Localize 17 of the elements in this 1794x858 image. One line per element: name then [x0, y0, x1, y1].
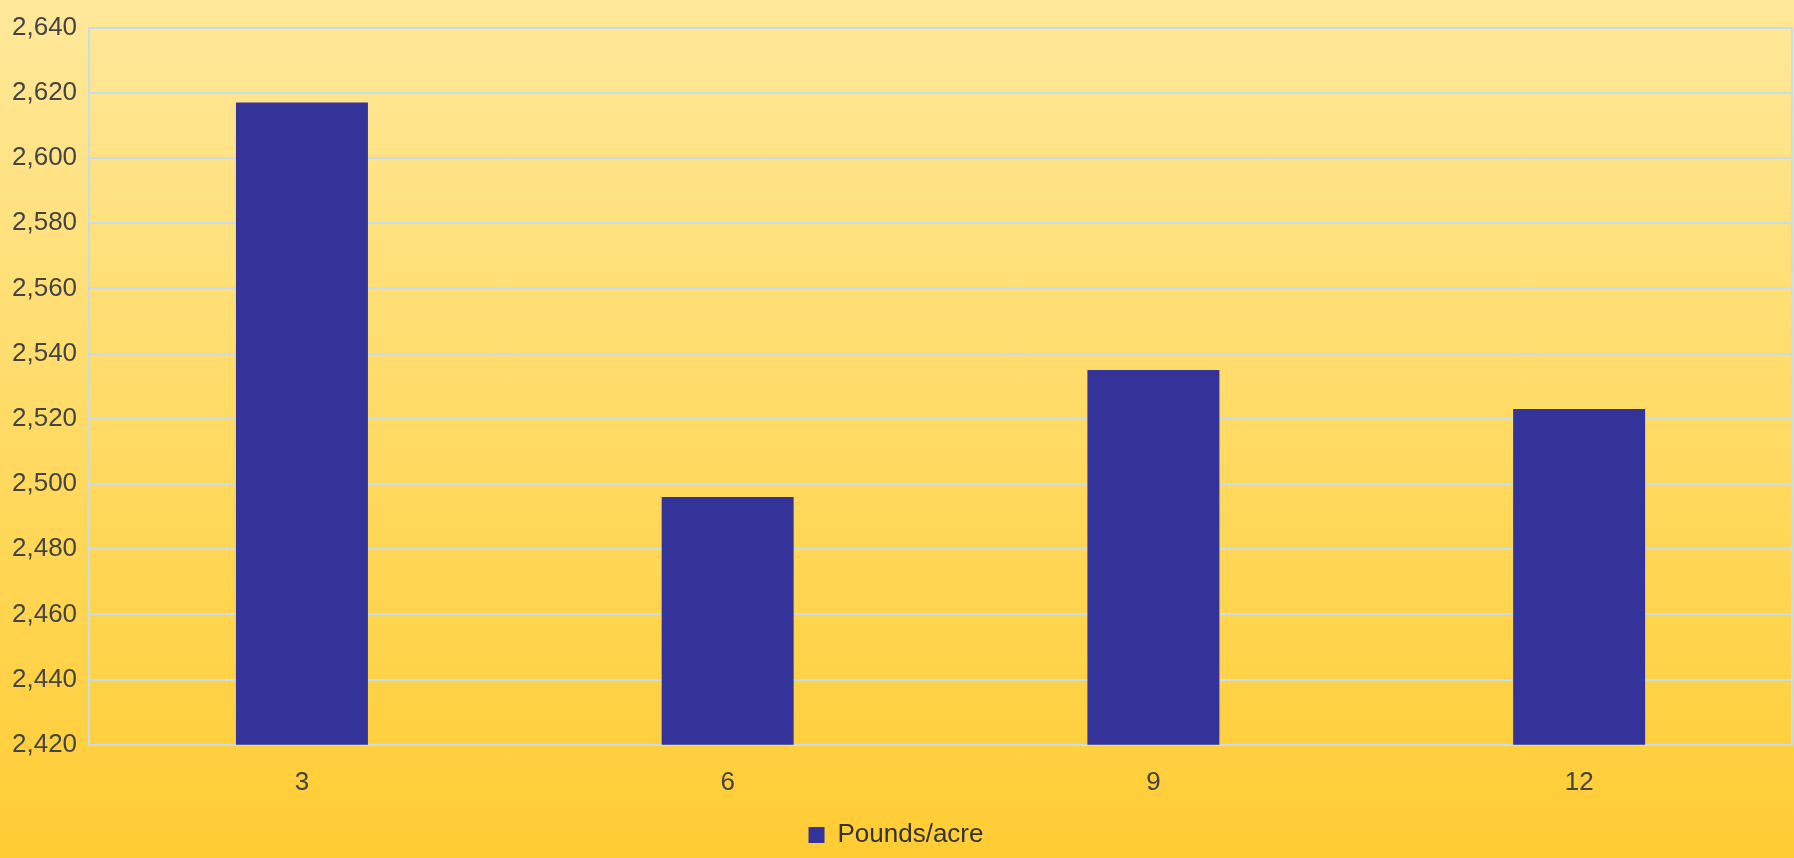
y-tick-label: 2,460 [11, 597, 78, 628]
y-tick-label: 2,540 [11, 336, 78, 367]
y-tick-label: 2,420 [11, 727, 78, 758]
y-tick-label: 2,480 [11, 532, 78, 563]
y-tick-label: 2,440 [11, 662, 78, 693]
legend-label: Pounds/acre [837, 818, 984, 849]
y-tick-label: 2,620 [11, 75, 78, 106]
y-tick-label: 2,580 [11, 206, 78, 237]
x-tick-label: 12 [1564, 765, 1594, 796]
y-tick-label: 2,640 [11, 10, 78, 41]
y-tick-label: 2,560 [11, 271, 78, 302]
y-tick-label: 2,600 [11, 141, 78, 172]
y-tick-label: 2,500 [11, 467, 78, 498]
x-tick-label: 3 [294, 765, 310, 796]
y-tick-label: 2,520 [11, 401, 78, 432]
x-tick-label: 9 [1146, 765, 1161, 796]
x-tick-label: 6 [720, 765, 735, 796]
